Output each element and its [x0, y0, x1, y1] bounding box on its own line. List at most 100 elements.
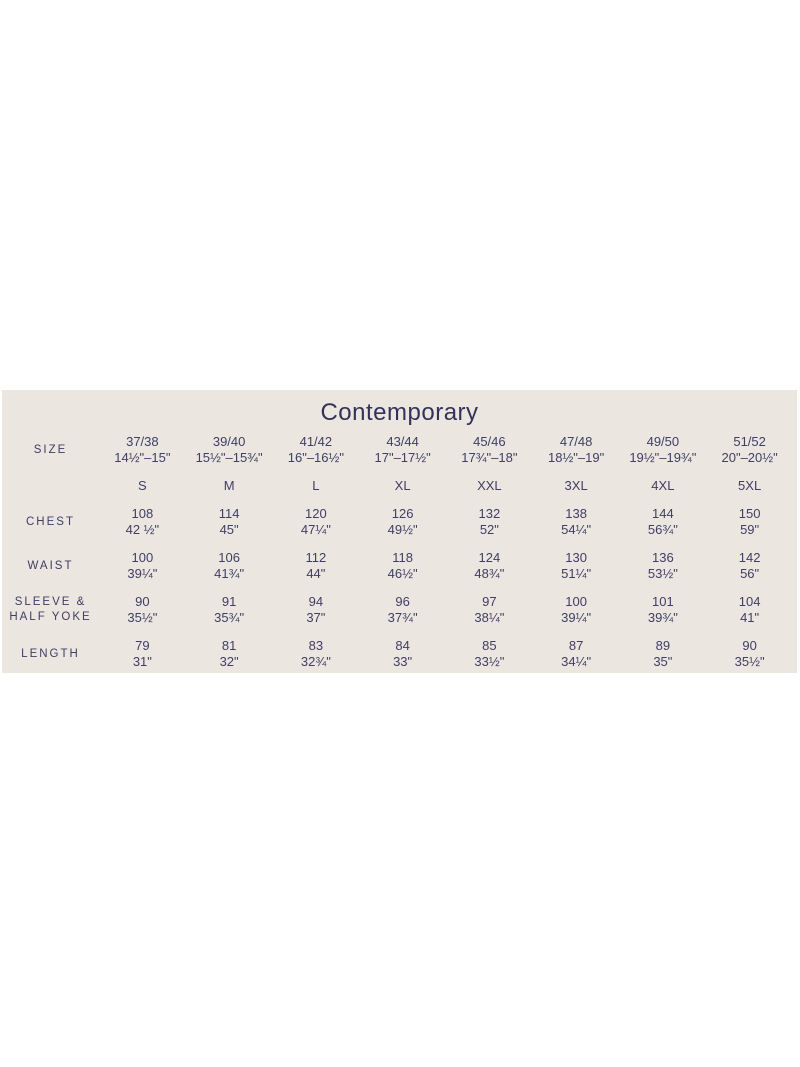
size-value: 45/46 — [473, 434, 506, 449]
waist-cell: 124 48¾" — [446, 550, 533, 582]
collar-range: 18½"–19" — [548, 450, 605, 465]
letter-size-cell: S — [138, 478, 147, 493]
cm-value: 90 — [135, 594, 150, 609]
inch-value: 44" — [306, 566, 326, 581]
inch-value: 39¼" — [561, 610, 592, 625]
letter-size-cell: 4XL — [651, 478, 675, 493]
sleeve-cell: 101 39¾" — [620, 594, 707, 626]
length-cell: 83 32¾" — [273, 638, 360, 670]
length-cell: 79 31" — [99, 638, 186, 670]
length-cell: 84 33" — [359, 638, 446, 670]
cm-value: 81 — [221, 638, 237, 653]
cm-value: 89 — [655, 638, 671, 653]
cm-value: 83 — [308, 638, 324, 653]
size-value: 47/48 — [559, 434, 593, 449]
size-header-cell: 41/42 16"–16½" — [273, 434, 360, 466]
inch-value: 33" — [393, 654, 413, 669]
cm-value: 120 — [305, 506, 327, 521]
inch-value: 48¾" — [474, 566, 505, 581]
collar-range: 17"–17½" — [374, 450, 431, 465]
inch-value: 47¼" — [300, 522, 331, 537]
length-cell: 87 34¼" — [533, 638, 620, 670]
waist-cell: 142 56" — [706, 550, 793, 582]
cm-value: 138 — [565, 506, 587, 521]
row-label-waist: WAIST — [27, 559, 74, 572]
inch-value: 46½" — [387, 566, 418, 581]
letter-size-cell: XXL — [477, 478, 502, 493]
size-header-cell: 43/44 17"–17½" — [359, 434, 446, 466]
chest-cell: 150 59" — [706, 506, 793, 538]
inch-value: 54¼" — [561, 522, 592, 537]
size-value: 49/50 — [646, 434, 680, 449]
letter-size-cell: L — [312, 478, 320, 493]
size-value: 39/40 — [212, 434, 246, 449]
sleeve-cell: 91 35¾" — [186, 594, 273, 626]
inch-value: 56" — [740, 566, 760, 581]
cm-value: 132 — [478, 506, 501, 521]
inch-value: 33½" — [474, 654, 505, 669]
cm-value: 97 — [482, 594, 497, 609]
collar-range: 15½"–15¾" — [195, 450, 263, 465]
inch-value: 49½" — [387, 522, 418, 537]
size-chart-panel: Contemporary SIZE 37/38 14½"–15" 39/40 1… — [2, 390, 797, 673]
collar-range: 14½"–15" — [114, 450, 171, 465]
chest-cell: 114 45" — [186, 506, 273, 538]
inch-value: 31" — [132, 654, 152, 669]
cm-value: 104 — [738, 594, 761, 609]
waist-cell: 100 39¼" — [99, 550, 186, 582]
inch-value: 39¼" — [127, 566, 158, 581]
sleeve-cell: 90 35½" — [99, 594, 186, 626]
size-header-cell: 51/52 20"–20½" — [706, 434, 793, 466]
waist-cell: 106 41¾" — [186, 550, 273, 582]
inch-value: 59" — [740, 522, 760, 537]
inch-value: 53½" — [647, 566, 678, 581]
inch-value: 51¼" — [561, 566, 592, 581]
sleeve-cell: 100 39¼" — [533, 594, 620, 626]
size-value: 51/52 — [733, 434, 766, 449]
chest-cell: 144 56¾" — [620, 506, 707, 538]
inch-value: 41¾" — [214, 566, 245, 581]
inch-value: 35¾" — [214, 610, 245, 625]
letter-size-cell: 3XL — [564, 478, 588, 493]
cm-value: 101 — [652, 594, 674, 609]
size-header-cell: 45/46 17¾"–18" — [446, 434, 533, 466]
inch-value: 45" — [219, 522, 239, 537]
sleeve-cell: 97 38¼" — [446, 594, 533, 626]
cm-value: 124 — [478, 550, 501, 565]
cm-value: 91 — [221, 594, 237, 609]
cm-value: 112 — [305, 550, 327, 565]
collar-range: 19½"–19¾" — [629, 450, 697, 465]
cm-value: 94 — [308, 594, 324, 609]
chest-cell: 108 42 ½" — [99, 506, 186, 538]
length-cell: 89 35" — [620, 638, 707, 670]
chest-cell: 138 54¼" — [533, 506, 620, 538]
cm-value: 144 — [652, 506, 674, 521]
size-value: 41/42 — [299, 434, 333, 449]
cm-value: 100 — [131, 550, 154, 565]
sleeve-cell: 104 41" — [706, 594, 793, 626]
waist-cell: 118 46½" — [359, 550, 446, 582]
inch-value: 35" — [653, 654, 673, 669]
chest-cell: 120 47¼" — [273, 506, 360, 538]
chart-title: Contemporary — [320, 399, 479, 426]
letter-size-cell: M — [223, 478, 235, 493]
inch-value: 42 ½" — [125, 522, 160, 537]
letter-size-cell: XL — [394, 478, 411, 493]
cm-value: 108 — [131, 506, 154, 521]
cm-value: 126 — [391, 506, 414, 521]
chest-cell: 126 49½" — [359, 506, 446, 538]
inch-value: 41" — [740, 610, 760, 625]
cm-value: 96 — [395, 594, 410, 609]
sleeve-cell: 94 37" — [273, 594, 360, 626]
inch-value: 38¼" — [474, 610, 505, 625]
size-chart-table: SIZE 37/38 14½"–15" 39/40 15½"–15¾" 41/4… — [2, 434, 797, 670]
size-value: 43/44 — [386, 434, 419, 449]
row-label-length: LENGTH — [21, 647, 80, 660]
inch-value: 32¾" — [300, 654, 331, 669]
cm-value: 100 — [565, 594, 587, 609]
cm-value: 118 — [392, 550, 413, 565]
collar-range: 17¾"–18" — [461, 450, 518, 465]
inch-value: 32" — [219, 654, 239, 669]
inch-value: 56¾" — [647, 522, 678, 537]
